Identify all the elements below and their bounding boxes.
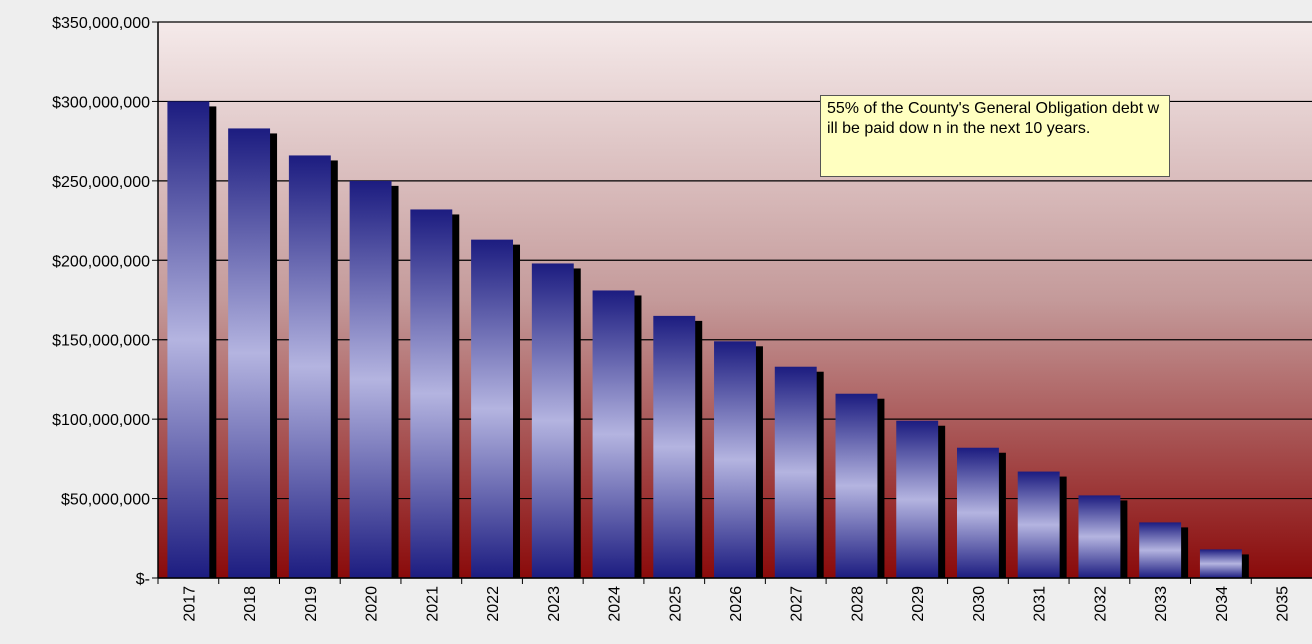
x-tick-label: 2018 [242, 586, 259, 622]
bar [714, 341, 756, 578]
bar [531, 263, 574, 578]
x-tick-label: 2029 [910, 586, 927, 622]
x-tick-label: 2033 [1153, 586, 1170, 622]
bar [1199, 549, 1242, 578]
x-tick-label: 2034 [1214, 586, 1231, 622]
x-tick-label: 2021 [424, 586, 441, 622]
bar [896, 420, 939, 578]
x-tick-label: 2025 [667, 586, 684, 622]
bar [653, 315, 696, 578]
bar [167, 101, 210, 578]
bar [592, 290, 635, 578]
y-tick-label: $200,000,000 [52, 253, 150, 270]
x-tick-label: 2032 [1092, 586, 1109, 622]
bar [471, 239, 514, 579]
x-tick-label: 2035 [1275, 586, 1292, 622]
x-tick-label: 2031 [1032, 586, 1049, 622]
x-tick-label: 2030 [971, 586, 988, 622]
y-tick-label: $150,000,000 [52, 333, 150, 350]
x-tick-label: 2017 [181, 586, 198, 622]
bar [774, 366, 817, 578]
bar [835, 393, 878, 578]
x-tick-label: 2026 [728, 586, 745, 622]
x-tick-label: 2019 [303, 586, 320, 622]
x-tick-label: 2024 [607, 586, 624, 622]
bar [956, 447, 999, 578]
bar [1078, 495, 1121, 578]
x-tick-label: 2027 [789, 586, 806, 622]
bar [288, 155, 331, 578]
x-tick-label: 2022 [485, 586, 502, 622]
bar [1017, 471, 1060, 578]
y-tick-label: $100,000,000 [52, 412, 150, 429]
bar [410, 209, 453, 579]
x-tick-label: 2028 [849, 586, 866, 622]
y-tick-label: $- [136, 571, 150, 588]
y-tick-label: $350,000,000 [52, 15, 150, 32]
y-tick-label: $50,000,000 [61, 492, 150, 509]
bar [228, 128, 271, 579]
x-tick-label: 2020 [364, 586, 381, 622]
bar [1139, 522, 1182, 578]
y-tick-label: $300,000,000 [52, 94, 150, 111]
bar [349, 180, 392, 578]
x-tick-label: 2023 [546, 586, 563, 622]
y-tick-label: $250,000,000 [52, 174, 150, 191]
annotation: 55% of the County's General Obligation d… [820, 95, 1170, 177]
